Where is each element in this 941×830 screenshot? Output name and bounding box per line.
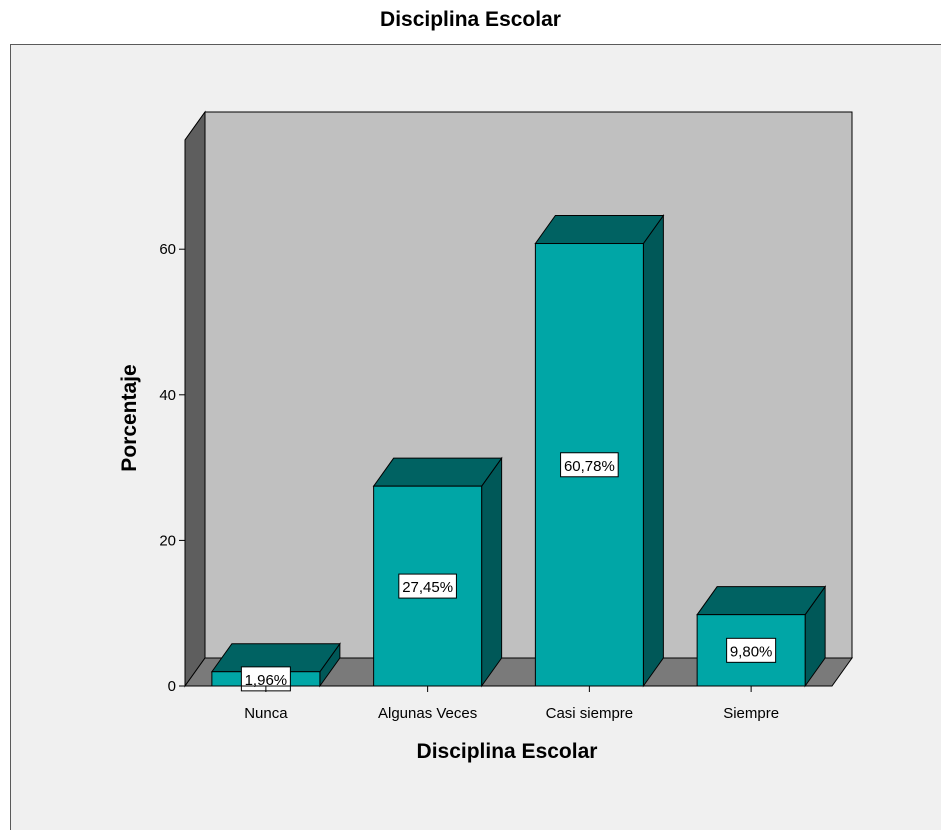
x-tick-label: Nunca: [244, 705, 288, 722]
bar-top: [696, 586, 827, 616]
bar-nunca: 1,96%: [210, 642, 341, 692]
data-label-box: [560, 452, 619, 478]
bars: 1,96% 27,45% 60,78% 9,80%: [210, 213, 827, 692]
data-label: 9,80%: [730, 643, 773, 660]
data-label: 1,96%: [245, 672, 288, 689]
bar-top: [534, 215, 665, 245]
data-label: 60,78%: [564, 458, 615, 475]
bar-side: [481, 456, 503, 688]
bar-casi-siempre: 60,78%: [534, 213, 665, 688]
x-axis: Nunca Algunas Veces Casi siempre Siempre: [185, 685, 832, 722]
x-tick-label: Algunas Veces: [378, 705, 477, 722]
x-tick-label: Siempre: [723, 705, 779, 722]
y-tick-label: 20: [159, 532, 176, 549]
data-label-box: [398, 573, 457, 599]
data-label-box: [726, 637, 777, 663]
bar-side: [642, 213, 664, 688]
chart-walls: [184, 110, 853, 688]
y-tick-label: 60: [159, 241, 176, 258]
chart-title: Disciplina Escolar: [380, 8, 561, 31]
side-wall: [184, 110, 206, 688]
bar-siempre: 9,80%: [696, 585, 827, 688]
bar-algunas-veces: 27,45%: [372, 456, 503, 688]
y-tick-label: 40: [159, 387, 176, 404]
data-label: 27,45%: [402, 579, 453, 596]
x-axis-label: Disciplina Escolar: [417, 740, 598, 763]
y-axis-label: Porcentaje: [118, 364, 141, 471]
x-tick-label: Casi siempre: [546, 705, 634, 722]
y-tick-label: 0: [168, 678, 176, 695]
y-axis: 0 20 40 60: [159, 140, 186, 695]
bar-top: [372, 457, 503, 487]
